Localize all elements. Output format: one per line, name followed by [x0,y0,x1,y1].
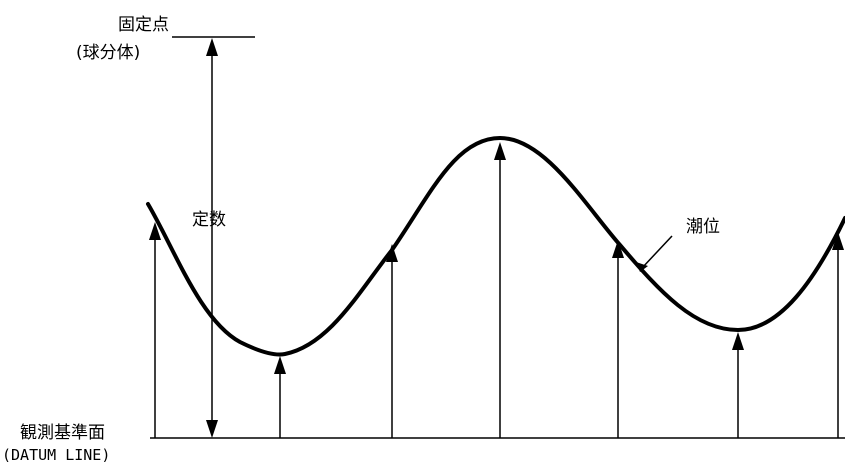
tide-arrow-6-head [732,332,744,350]
constant-label: 定数 [192,210,226,230]
datum-label: 観測基準面 [20,423,105,443]
tide-arrow-1-head [149,222,161,240]
tide-arrows [149,142,844,438]
datum-sublabel: (DATUM LINE) [2,446,110,463]
tide-arrow-4-head [494,142,506,160]
constant-arrow-head-bottom [206,420,218,438]
tide-label: 潮位 [686,217,720,237]
tide-arrow-5-head [612,240,624,258]
constant-arrow-head-top [206,38,218,56]
tide-label-leader-head [636,262,648,272]
tide-arrow-7-head [832,232,844,250]
fixed-point-label: 固定点 [118,15,169,35]
tide-label-leader [641,235,673,269]
fixed-point-sublabel: (球分体) [76,43,140,63]
tide-curve [146,135,845,357]
tide-arrow-3-head [386,244,398,262]
tide-arrow-2-head [274,356,286,374]
